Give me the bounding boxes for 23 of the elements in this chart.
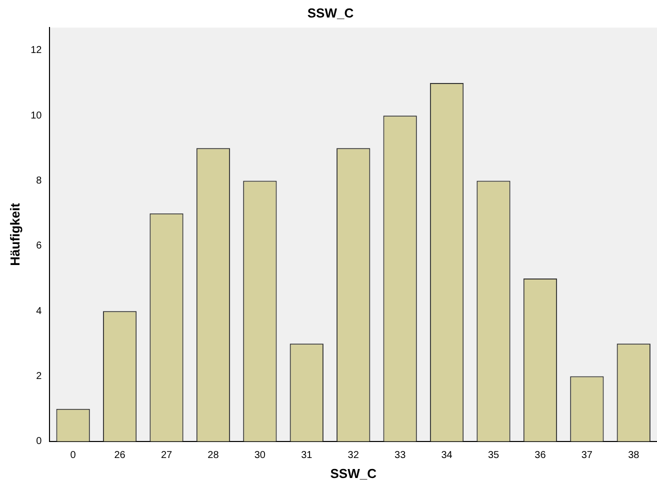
y-tick-label: 12 bbox=[30, 45, 42, 56]
y-tick-label: 6 bbox=[36, 240, 42, 252]
x-axis-title: SSW_C bbox=[330, 466, 378, 481]
x-tick-label: 38 bbox=[628, 450, 640, 462]
x-tick-label: 37 bbox=[581, 450, 593, 462]
x-tick-label: 33 bbox=[394, 450, 406, 462]
y-tick-label: 0 bbox=[36, 436, 42, 448]
x-tick-label: 26 bbox=[114, 450, 126, 462]
x-tick-label: 35 bbox=[488, 450, 500, 462]
x-tick-label: 30 bbox=[254, 450, 266, 462]
y-tick-label: 10 bbox=[30, 110, 42, 122]
x-tick-label: 28 bbox=[208, 450, 220, 462]
x-tick-label: 32 bbox=[348, 450, 360, 462]
y-tick-label: 8 bbox=[36, 175, 42, 186]
chart-title: SSW_C bbox=[307, 5, 354, 20]
x-tick-label: 31 bbox=[301, 450, 313, 462]
x-tick-label: 34 bbox=[441, 450, 453, 462]
x-tick-label: 36 bbox=[534, 450, 546, 462]
y-tick-label: 4 bbox=[36, 306, 42, 317]
x-tick-label: 0 bbox=[70, 450, 76, 462]
y-tick-label: 2 bbox=[36, 370, 42, 382]
x-tick-label: 27 bbox=[160, 450, 173, 462]
y-axis-title: Häufigkeit bbox=[7, 202, 22, 266]
